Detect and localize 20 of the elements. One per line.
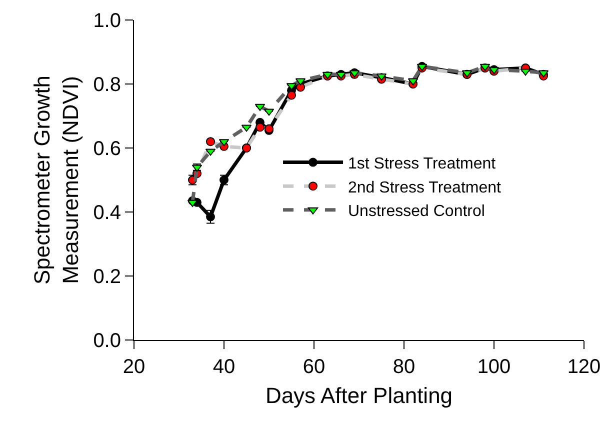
y-axis-title: Spectrometer Growth Measurement (NDVI)	[29, 75, 83, 285]
legend-label: 2nd Stress Treatment	[348, 179, 502, 196]
legend-label: Unstressed Control	[348, 203, 485, 220]
x-tick-label: 20	[122, 356, 146, 378]
y-tick-label: 0.6	[93, 138, 121, 160]
x-tick-label: 40	[212, 356, 236, 378]
x-tick-label: 100	[477, 356, 511, 378]
x-tick-label: 120	[567, 356, 601, 378]
x-tick-label: 60	[302, 356, 326, 378]
y-tick-label: 0.4	[93, 202, 121, 224]
x-axis-title: Days After Planting	[265, 382, 453, 408]
y-tick-label: 1.0	[93, 10, 121, 32]
y-tick-label: 0.8	[93, 74, 121, 96]
y-tick-label: 0.0	[93, 330, 121, 352]
point	[256, 122, 264, 132]
x-tick-label: 80	[392, 356, 416, 378]
legend-label: 1st Stress Treatment	[348, 156, 496, 173]
point	[287, 90, 296, 100]
point	[206, 137, 215, 146]
y-tick-label: 0.2	[93, 266, 121, 288]
